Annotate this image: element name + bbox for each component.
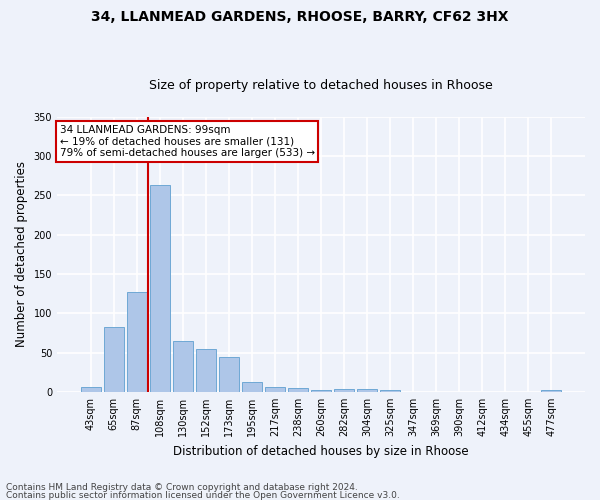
Bar [334,389,354,392]
Title: Size of property relative to detached houses in Rhoose: Size of property relative to detached ho… [149,79,493,92]
Bar [380,390,400,392]
Bar [196,348,216,392]
Text: Contains public sector information licensed under the Open Government Licence v3: Contains public sector information licen… [6,490,400,500]
Bar [541,390,561,392]
Bar [173,341,193,392]
Bar [219,358,239,392]
Text: 34, LLANMEAD GARDENS, RHOOSE, BARRY, CF62 3HX: 34, LLANMEAD GARDENS, RHOOSE, BARRY, CF6… [91,10,509,24]
Bar [288,388,308,392]
Bar [104,328,124,392]
Bar [81,387,101,392]
Bar [311,390,331,392]
Text: 34 LLANMEAD GARDENS: 99sqm
← 19% of detached houses are smaller (131)
79% of sem: 34 LLANMEAD GARDENS: 99sqm ← 19% of deta… [59,125,315,158]
Bar [242,382,262,392]
Y-axis label: Number of detached properties: Number of detached properties [15,162,28,348]
Bar [127,292,146,392]
Text: Contains HM Land Registry data © Crown copyright and database right 2024.: Contains HM Land Registry data © Crown c… [6,484,358,492]
X-axis label: Distribution of detached houses by size in Rhoose: Distribution of detached houses by size … [173,444,469,458]
Bar [150,185,170,392]
Bar [265,387,285,392]
Bar [357,389,377,392]
